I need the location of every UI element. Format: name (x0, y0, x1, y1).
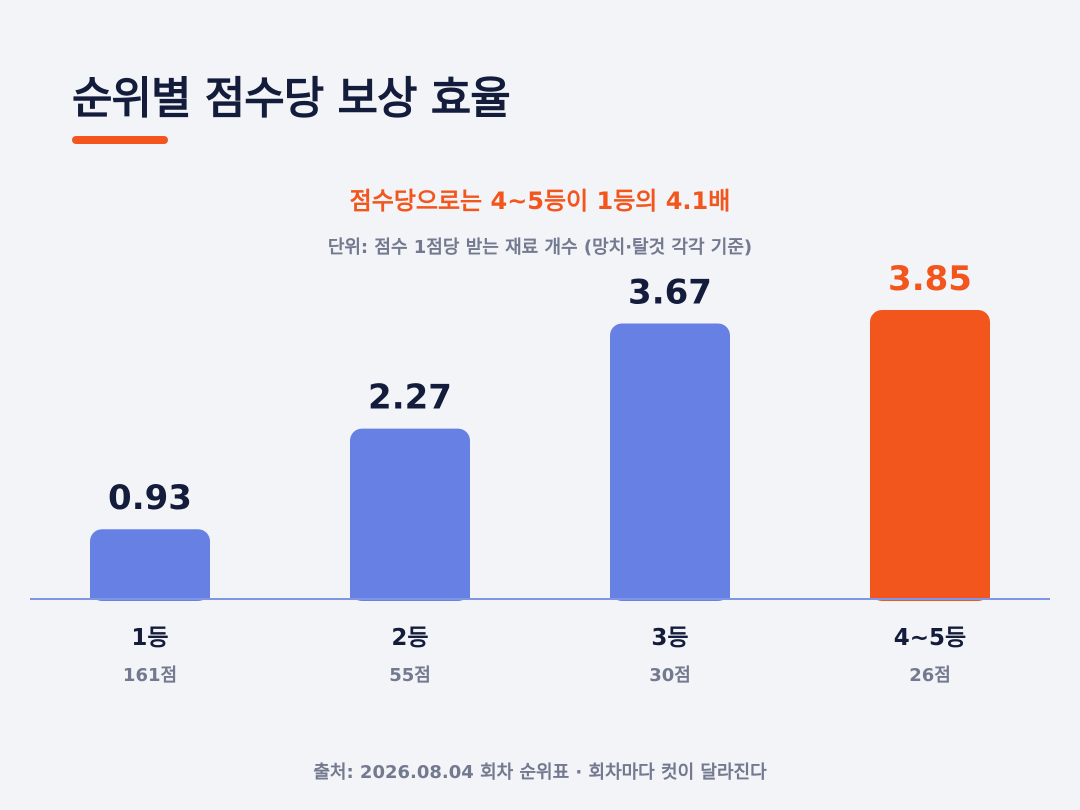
title-underline (72, 136, 168, 144)
chart-headline: 점수당으로는 4~5등이 1등의 4.1배 (349, 187, 731, 215)
source-note: 출처: 2026.08.04 회차 순위표 · 회차마다 컷이 달라진다 (313, 762, 767, 783)
unit-note: 단위: 점수 1점당 받는 재료 개수 (망치·탈것 각각 기준) (327, 237, 753, 258)
category-label: 2등 (391, 625, 428, 651)
page-title: 순위별 점수당 보상 효율 (72, 73, 511, 124)
bar-base (350, 587, 470, 599)
score-label: 55점 (389, 665, 431, 686)
category-label: 3등 (651, 625, 688, 651)
bar (90, 529, 210, 601)
bar-base (610, 587, 730, 599)
score-label: 161점 (123, 665, 177, 686)
bar-base (870, 587, 990, 599)
score-label: 26점 (909, 665, 951, 686)
bar (610, 323, 730, 601)
value-label: 3.67 (628, 273, 712, 313)
value-label: 0.93 (108, 478, 192, 518)
score-label: 30점 (649, 665, 691, 686)
category-label: 4~5등 (894, 625, 966, 651)
bar (870, 310, 990, 601)
value-label: 2.27 (368, 378, 452, 418)
value-label: 3.85 (888, 259, 972, 299)
bar (350, 428, 470, 601)
bar-base (90, 587, 210, 599)
category-label: 1등 (131, 625, 168, 651)
